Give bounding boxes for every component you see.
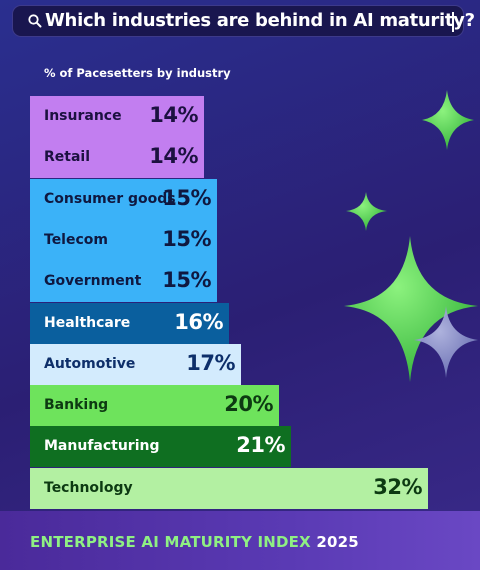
footer-brand: ENTERPRISE AI MATURITY INDEX 2025 (30, 533, 359, 551)
bar-value-label: 16% (174, 309, 223, 334)
bar-value-label: 15% (162, 268, 211, 293)
bar-category-label: Government (44, 273, 142, 290)
bar-government: Government 15% (30, 261, 217, 303)
bar-value-label: 32% (373, 474, 422, 499)
bar-consumer-goods: Consumer goods 15% (30, 178, 217, 220)
bar-category-label: Manufacturing (44, 438, 160, 455)
bar-category-label: Automotive (44, 355, 136, 372)
bar-manufacturing: Manufacturing 21% (30, 426, 291, 468)
bar-technology: Technology 32% (30, 467, 428, 509)
chart-subtitle: % of Pacesetters by industry (44, 66, 231, 80)
bar-automotive: Automotive 17% (30, 343, 241, 385)
footer-brand-name: ENTERPRISE AI MATURITY INDEX (30, 533, 311, 551)
bar-value-label: 20% (224, 392, 273, 417)
bar-value-label: 15% (162, 226, 211, 251)
text-caret (452, 12, 454, 32)
search-bar[interactable]: Which industries are behind in AI maturi… (12, 5, 475, 37)
bar-category-label: Insurance (44, 108, 122, 124)
bar-value-label: 14% (149, 144, 198, 169)
bar-healthcare: Healthcare 16% (30, 302, 229, 344)
bar-category-label: Banking (44, 397, 109, 414)
footer: ENTERPRISE AI MATURITY INDEX 2025 (0, 511, 480, 570)
search-query: Which industries are behind in AI maturi… (45, 10, 475, 31)
bar-value-label: 17% (186, 350, 235, 375)
bar-category-label: Telecom (44, 231, 108, 248)
bar-telecom: Telecom 15% (30, 219, 217, 261)
bar-retail: Retail 14% (30, 137, 204, 179)
footer-year: 2025 (316, 533, 359, 551)
bar-insurance: Insurance 14% (30, 96, 204, 137)
bar-banking: Banking 20% (30, 385, 279, 427)
bar-value-label: 14% (149, 103, 198, 127)
bar-category-label: Healthcare (44, 314, 131, 331)
search-icon (28, 14, 42, 28)
bar-value-label: 15% (162, 185, 211, 210)
bar-category-label: Technology (44, 479, 133, 496)
bar-category-label: Consumer goods (44, 190, 176, 207)
bar-category-label: Retail (44, 149, 91, 166)
bar-value-label: 21% (236, 433, 285, 458)
